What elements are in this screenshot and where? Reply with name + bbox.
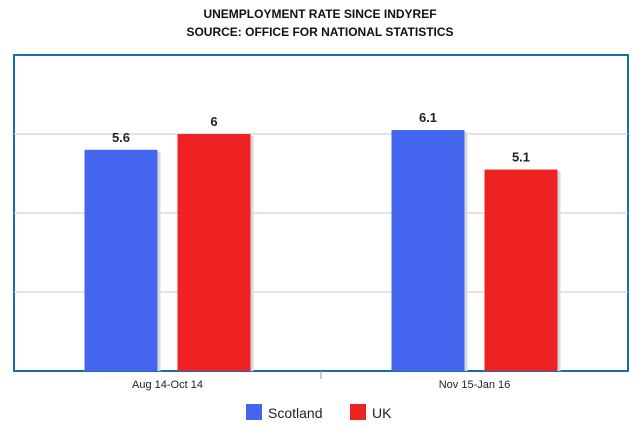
chart-subtitle: SOURCE: OFFICE FOR NATIONAL STATISTICS [186,25,453,39]
bar-uk-0 [177,134,251,371]
bar-uk-1 [484,169,558,371]
data-label: 5.1 [512,150,530,165]
chart-title: UNEMPLOYMENT RATE SINCE INDYREF [203,7,436,21]
legend: Scotland UK [246,404,392,421]
x-tick-label: Nov 15-Jan 16 [439,379,511,391]
data-label: 6.1 [419,110,437,125]
legend-label-scotland: Scotland [268,405,322,421]
x-tick-label: Aug 14-Oct 14 [132,379,203,391]
legend-label-uk: UK [372,405,392,421]
bar-scotland-1 [391,130,465,371]
legend-swatch-uk [350,404,366,420]
plot-area: 5.6 6 Aug 14-Oct 14 6.1 5.1 Nov 15-Jan 16 [13,54,629,391]
data-label: 5.6 [112,130,130,145]
bar-scotland-0 [84,149,158,371]
legend-swatch-scotland [246,404,262,420]
data-label: 6 [210,114,217,129]
